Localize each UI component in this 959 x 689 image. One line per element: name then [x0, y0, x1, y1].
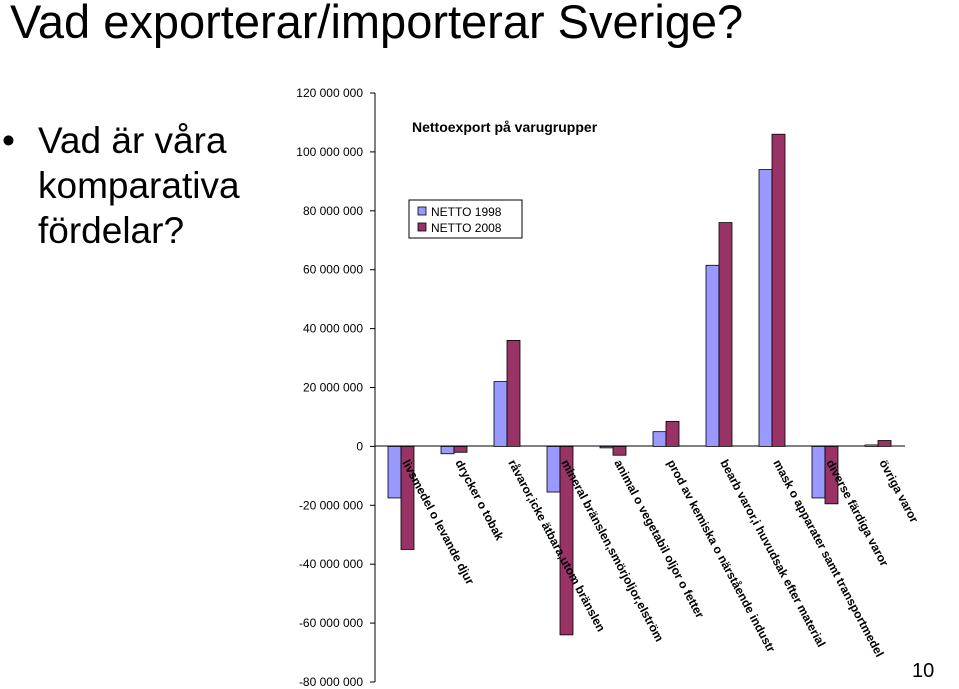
y-tick-label: -20 000 000: [299, 498, 363, 512]
bullet-icon: •: [2, 120, 15, 161]
bar-1998: [546, 445, 561, 493]
bar-2008: [718, 222, 733, 447]
bar-1998: [864, 444, 879, 447]
bar-2008: [506, 339, 521, 447]
legend-swatch-2008: [417, 222, 427, 232]
bar-1998: [758, 169, 773, 447]
bar-1998: [811, 445, 826, 499]
legend-label-1998: NETTO 1998: [431, 205, 502, 219]
bar-1998: [440, 445, 455, 455]
bar-2008: [877, 440, 892, 447]
chart-title: Nettoexport på varugrupper: [412, 119, 598, 135]
legend-swatch-1998: [417, 206, 427, 216]
y-tick-label: -60 000 000: [299, 616, 363, 630]
bar-1998: [387, 445, 402, 499]
y-ticks: -80 000 000 -60 000 000 -40 000 000 -20 000…: [296, 86, 375, 689]
category-label: animal o vegetabil oljor o fetter: [611, 457, 707, 620]
bar-1998: [493, 381, 508, 447]
bar-2008: [824, 445, 839, 505]
slide-title: Vad exporterar/importerar Sverige?: [10, 0, 744, 48]
bar-2008: [559, 445, 574, 636]
legend: NETTO 1998 NETTO 2008: [408, 199, 523, 239]
bar-2008: [453, 445, 468, 453]
category-label: mineral bränslen,smörjoljor,elström: [558, 457, 666, 644]
bar-2008: [665, 420, 680, 447]
y-tick-label: 20 000 000: [303, 381, 363, 395]
y-tick-label: 0: [356, 439, 363, 453]
y-tick-label: 120 000 000: [296, 86, 363, 100]
bar-1998: [705, 264, 720, 447]
legend-box: [408, 199, 523, 239]
legend-label-2008: NETTO 2008: [431, 221, 502, 235]
bar-2008: [771, 133, 786, 447]
category-label: drycker o tobak: [452, 457, 506, 543]
y-tick-label: 100 000 000: [296, 145, 363, 159]
y-tick-label: 40 000 000: [303, 322, 363, 336]
category-label: prod av kemiska o närstående industr: [664, 457, 778, 655]
y-tick-label: 80 000 000: [303, 204, 363, 218]
bars: [387, 133, 892, 636]
y-tick-label: -80 000 000: [299, 675, 363, 689]
bar-2008: [612, 445, 627, 456]
bullet-text: Vad är våra komparativa fördelar?: [38, 120, 240, 251]
bar-1998: [599, 445, 614, 449]
page-number: 10: [912, 660, 935, 682]
y-tick-label: 60 000 000: [303, 263, 363, 277]
bar-2008: [400, 445, 415, 550]
bar-1998: [652, 431, 667, 447]
category-label: övriga varor: [876, 457, 921, 525]
y-tick-label: -40 000 000: [299, 557, 363, 571]
